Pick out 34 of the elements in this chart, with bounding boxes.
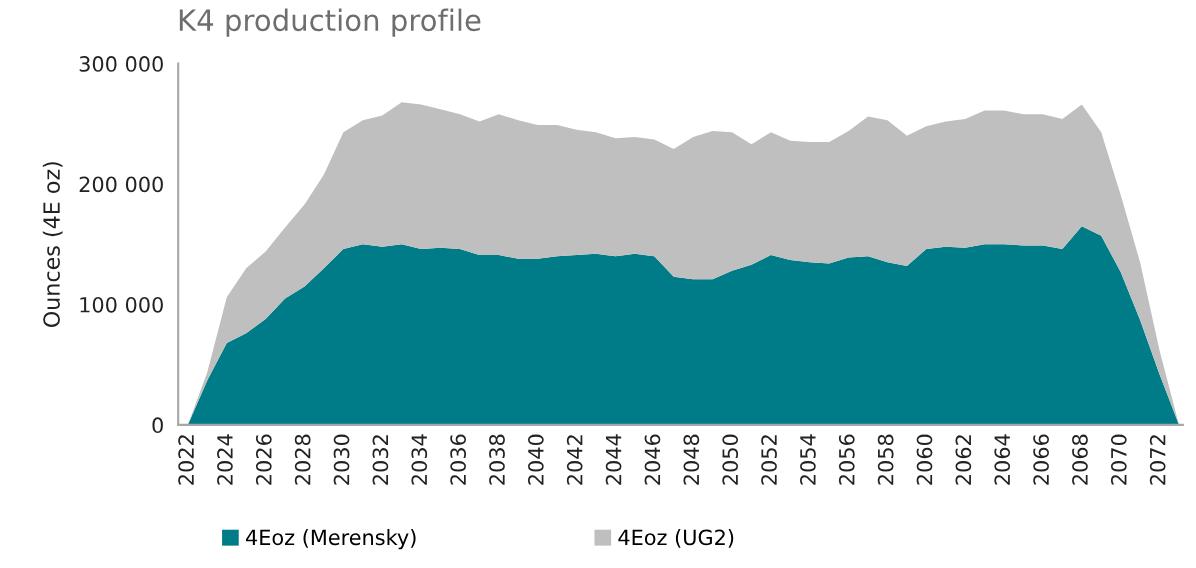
x-tick-label: 2028 <box>294 434 311 485</box>
x-tick-label: 2068 <box>1072 434 1088 485</box>
y-tick-label: 200 000 <box>79 176 163 193</box>
chart-title: K4 production profile <box>179 8 481 37</box>
y-tick-label: 100 000 <box>80 296 163 313</box>
x-tick-label: 2044 <box>605 434 622 485</box>
x-tick-label: 2036 <box>450 434 467 485</box>
x-tick-label: 2024 <box>217 434 233 485</box>
y-axis-title: Ounces (4E oz) <box>42 162 63 328</box>
x-tick-label: 2064 <box>994 434 1011 485</box>
x-tick-label: 2030 <box>333 434 350 485</box>
x-tick-label: 2056 <box>838 434 855 485</box>
x-tick-label: 2060 <box>916 434 933 485</box>
x-tick-label: 2022 <box>178 435 194 485</box>
x-tick-label: 2052 <box>761 435 777 485</box>
x-tick-label: 2058 <box>877 434 894 485</box>
x-tick-label: 2062 <box>955 435 972 485</box>
y-tick-label: 300 000 <box>79 56 163 72</box>
x-tick-label: 2054 <box>800 434 816 485</box>
y-tick-label: 0 <box>152 417 163 434</box>
x-tick-label: 2066 <box>1033 434 1049 485</box>
x-tick-label: 2042 <box>566 435 583 485</box>
x-tick-label: 2072 <box>1149 435 1166 485</box>
x-tick-label: 2048 <box>683 434 700 485</box>
legend-label: 4Eoz (Merensky) <box>246 529 416 550</box>
x-tick-label: 2026 <box>255 434 272 485</box>
x-tick-label: 2038 <box>489 434 505 485</box>
x-tick-label: 2032 <box>372 435 389 485</box>
legend-label: 4Eoz (UG2) <box>618 529 734 548</box>
x-tick-label: 2040 <box>527 434 544 485</box>
x-tick-label: 2046 <box>644 434 661 485</box>
x-tick-label: 2070 <box>1110 434 1127 485</box>
x-tick-label: 2050 <box>722 434 739 485</box>
x-tick-label: 2034 <box>411 434 428 485</box>
